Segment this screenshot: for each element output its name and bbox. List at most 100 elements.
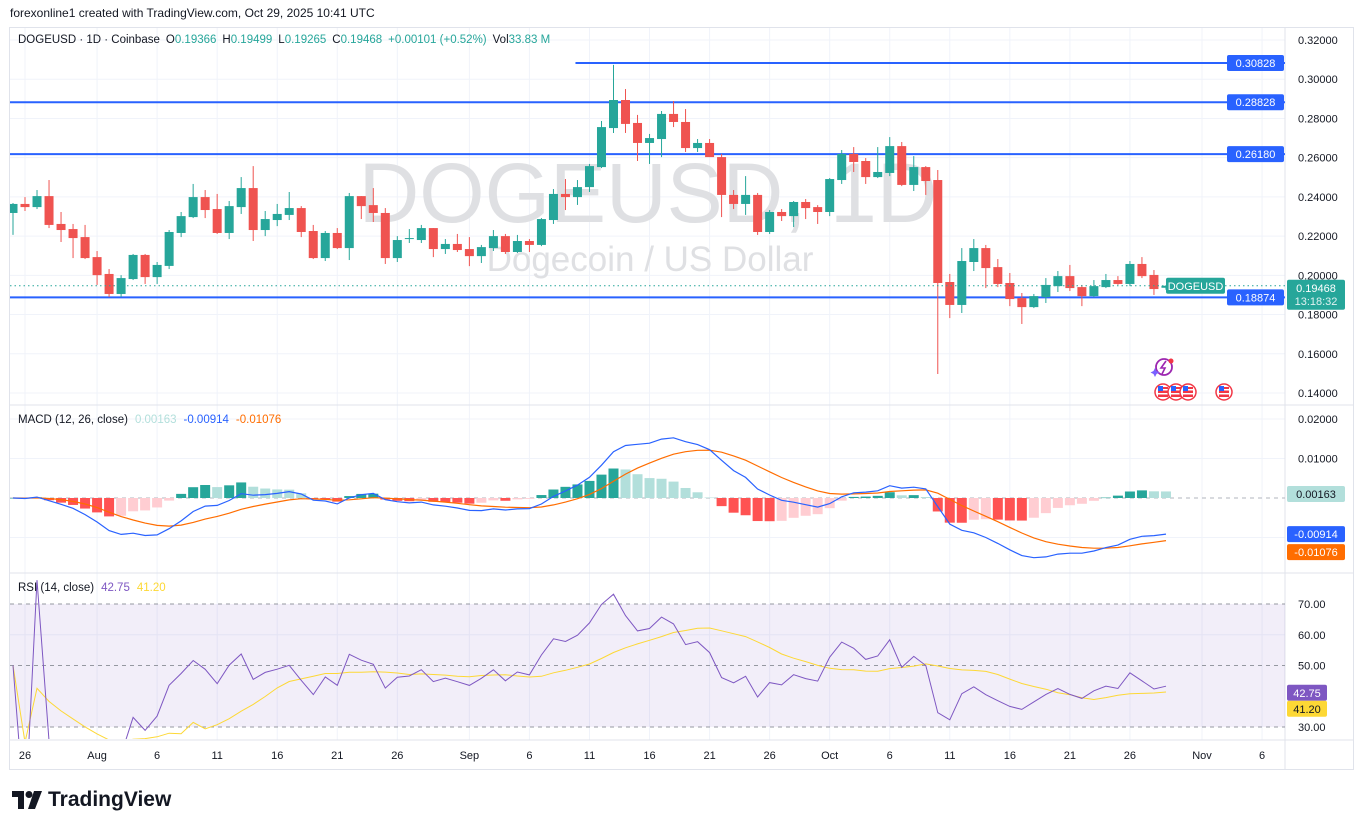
candle-body: [428, 228, 438, 250]
macd-legend[interactable]: MACD (12, 26, close) 0.00163 -0.00914 -0…: [18, 414, 281, 426]
candle-body: [1101, 280, 1111, 288]
macd-histogram-bar: [1088, 498, 1099, 501]
candle-body: [512, 241, 522, 252]
macd-histogram-bar: [56, 498, 67, 503]
macd-histogram-bar: [320, 498, 331, 500]
rsi-line: [12, 580, 1167, 739]
tradingview-logo[interactable]: TradingView: [12, 788, 171, 812]
us-flag-event-icon[interactable]: [1215, 383, 1233, 401]
open-label: O: [165, 34, 175, 46]
candle-body: [1053, 276, 1063, 287]
time-tick-label: 6: [526, 750, 532, 762]
grid-lines: [10, 28, 1285, 740]
macd-histogram-bar: [1124, 491, 1135, 498]
flag-stripe: [1219, 393, 1229, 395]
flag-stripe: [1171, 393, 1181, 395]
flag-stripe: [1158, 393, 1168, 395]
candle-body: [777, 211, 787, 217]
time-tick-label: 26: [764, 750, 776, 762]
macd-tick-label: 0.01000: [1298, 454, 1338, 466]
candle-body: [236, 188, 246, 208]
macd-histogram-bar: [344, 496, 355, 498]
price-tick-label: 0.18000: [1298, 310, 1338, 322]
time-tick-label: Sep: [460, 750, 480, 762]
macd-value-tag: [1287, 526, 1345, 543]
candle-body: [272, 213, 282, 221]
current-price-label: 0.19468: [1296, 283, 1336, 295]
rsi-tick-label: 30.00: [1298, 722, 1326, 734]
macd-histogram-bar: [164, 498, 175, 501]
candle-body: [584, 166, 594, 188]
candle-body: [1065, 276, 1075, 289]
macd-histogram-bar: [656, 478, 667, 498]
us-flag-event-icon[interactable]: [1179, 383, 1197, 401]
high-value: 0.19499: [230, 34, 273, 46]
candle-body: [681, 121, 691, 149]
candle-body: [440, 243, 450, 250]
rsi-legend[interactable]: RSI (14, close) 42.75 41.20: [18, 582, 166, 594]
macd-pane: [10, 437, 1285, 559]
candle-body: [464, 249, 474, 257]
low-label: L: [278, 34, 285, 46]
lightning-ai-icon[interactable]: [1150, 358, 1174, 378]
time-tick-label: 6: [1259, 750, 1265, 762]
candle-body: [969, 248, 979, 262]
macd-histogram-bar: [212, 487, 223, 498]
macd-histogram-bar: [80, 498, 91, 509]
candle-body: [128, 254, 138, 280]
macd-histogram-bar: [128, 498, 139, 512]
macd-histogram-bar: [560, 486, 571, 498]
macd-histogram-bar: [188, 487, 199, 498]
candle-body: [705, 142, 715, 158]
macd-histogram-bar: [452, 498, 463, 503]
macd-histogram-bar: [932, 498, 943, 512]
price-tick-label: 0.30000: [1298, 74, 1338, 86]
macd-histogram-bar: [956, 498, 967, 523]
time-tick-label: 26: [19, 750, 31, 762]
price-tick-label: 0.14000: [1298, 388, 1338, 400]
macd-histogram-bar: [740, 498, 751, 516]
macd-signal-line: [12, 449, 1167, 549]
candle-body: [1041, 284, 1051, 298]
price-tick-label: 0.22000: [1298, 231, 1338, 243]
candle-body: [825, 179, 835, 212]
symbol-legend: DOGEUSD · 1D · Coinbase O0.19366 H0.1949…: [18, 34, 550, 46]
macd-histogram-bar: [92, 498, 103, 513]
macd-value-tag-label: -0.01076: [1294, 547, 1337, 559]
flag-stripes: [1219, 387, 1229, 397]
macd-histogram-bar: [788, 498, 799, 518]
time-tick-label: 16: [1004, 750, 1016, 762]
candle-body: [488, 236, 498, 249]
time-tick-label: 21: [331, 750, 343, 762]
us-flag-event-icon[interactable]: [1154, 383, 1172, 401]
macd-histogram-bar: [1076, 498, 1087, 504]
time-tick-label: 21: [1064, 750, 1076, 762]
us-flag-event-icon[interactable]: [1167, 383, 1185, 401]
candle-body: [753, 194, 763, 232]
candle-body: [1089, 286, 1099, 297]
macd-histogram-bar: [680, 487, 691, 498]
rsi-tick-label: 50.00: [1298, 661, 1326, 673]
candle-body: [1125, 263, 1135, 284]
macd-histogram-bar: [536, 495, 547, 498]
candle-body: [729, 194, 739, 204]
candle-body: [380, 212, 390, 259]
candle-body: [873, 171, 883, 178]
macd-histogram-bar: [284, 489, 295, 498]
macd-histogram-bar: [368, 493, 379, 498]
close-value: 0.19468: [340, 34, 383, 46]
open-value: 0.19366: [174, 34, 217, 46]
time-axis[interactable]: 26 Aug 6 11 16 21 26 Sep 6 11 16 21 26 Oct 6 11 16 21 26 No…: [19, 750, 1265, 762]
level-price-label: 0.30828: [1236, 58, 1276, 70]
macd-histogram-bar: [1160, 491, 1171, 498]
candle-body: [1137, 263, 1147, 277]
time-tick-label: 21: [703, 750, 715, 762]
macd-histogram-bar: [776, 498, 787, 521]
macd-histogram-bar: [764, 498, 775, 522]
candle-body: [1113, 280, 1123, 284]
flag-canton: [1158, 386, 1163, 391]
macd-histogram-bar: [260, 488, 271, 498]
symbol-info[interactable]: DOGEUSD · 1D · Coinbase: [18, 34, 160, 46]
candle-body: [116, 278, 126, 294]
